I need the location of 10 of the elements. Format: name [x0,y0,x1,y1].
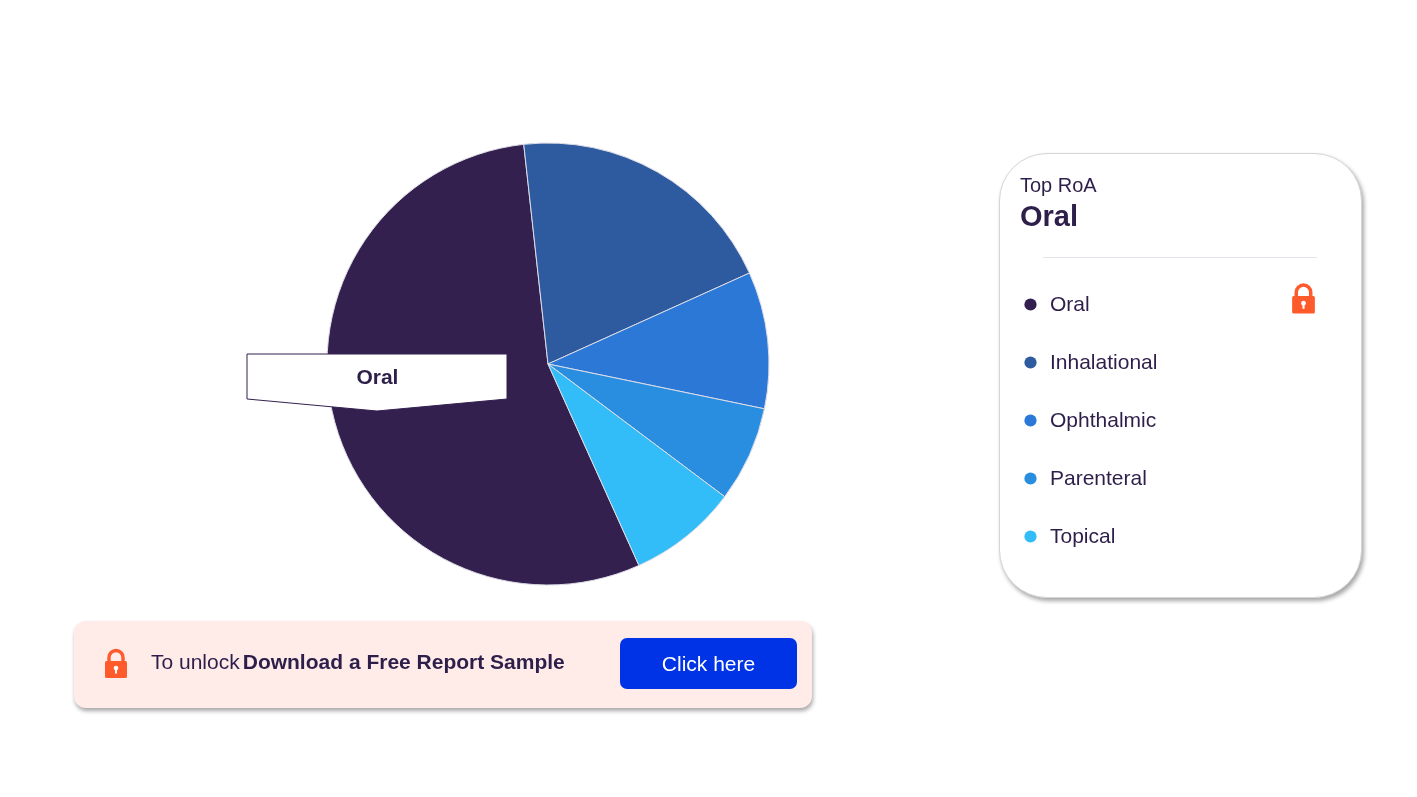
legend-label: Ophthalmic [1050,407,1157,431]
legend-label: Oral [1050,291,1090,315]
banner: To unlockDownload a Free Report Sample Click here [74,621,812,708]
button: Click here [620,638,797,689]
text: Oral [1020,200,1079,233]
legend-label: Parenteral [1050,465,1147,489]
legend-label: Topical [1050,523,1116,547]
legend-label: Inhalational [1050,349,1158,373]
legend-title: Top RoA [1020,174,1098,196]
slice-label: Oral [355,363,400,390]
